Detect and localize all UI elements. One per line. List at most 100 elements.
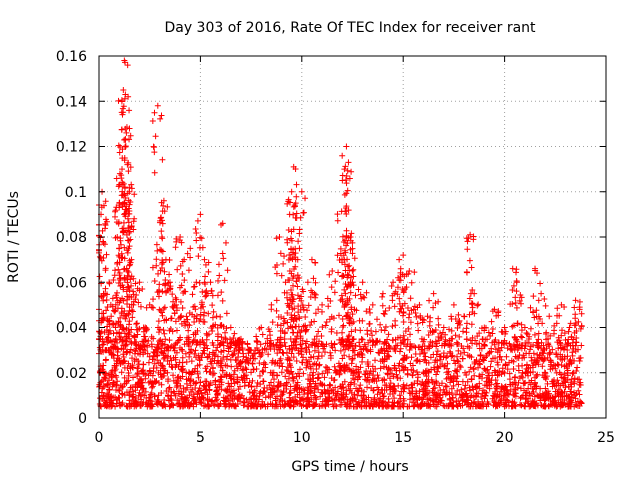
data-point xyxy=(418,402,425,409)
x-tick-label: 5 xyxy=(196,430,205,446)
data-point xyxy=(441,362,448,369)
data-point xyxy=(172,318,179,325)
data-point xyxy=(159,156,166,163)
data-point xyxy=(126,125,133,132)
data-point xyxy=(408,382,415,389)
data-point xyxy=(217,363,224,370)
data-point xyxy=(326,394,333,401)
data-point xyxy=(230,351,237,358)
data-point xyxy=(394,399,401,406)
data-point xyxy=(126,335,133,342)
data-point xyxy=(296,373,303,380)
data-point xyxy=(423,400,430,407)
data-point xyxy=(109,383,116,390)
data-point xyxy=(222,329,229,336)
data-point xyxy=(145,359,152,366)
data-point xyxy=(276,399,283,406)
data-point xyxy=(307,322,314,329)
data-point xyxy=(366,337,373,344)
data-point xyxy=(166,257,173,264)
data-point xyxy=(296,295,303,302)
data-point xyxy=(207,279,214,286)
data-point xyxy=(485,329,492,336)
data-point xyxy=(188,346,195,353)
data-point xyxy=(151,109,158,116)
data-point xyxy=(133,291,140,298)
data-point xyxy=(273,401,280,408)
data-point xyxy=(574,376,581,383)
data-point xyxy=(161,304,168,311)
data-point xyxy=(276,234,283,240)
y-tick-label: 0.02 xyxy=(56,366,87,382)
data-point xyxy=(293,338,300,345)
data-point xyxy=(401,384,408,391)
data-point xyxy=(156,338,163,345)
data-point xyxy=(215,277,222,284)
data-point xyxy=(100,290,107,297)
data-point xyxy=(502,383,509,390)
data-point xyxy=(98,310,105,317)
data-point xyxy=(307,293,314,300)
data-point xyxy=(281,318,288,325)
data-point xyxy=(573,339,580,346)
data-point xyxy=(219,297,226,304)
data-point xyxy=(257,381,264,388)
data-point xyxy=(481,341,488,348)
data-point xyxy=(117,241,124,248)
data-point xyxy=(564,369,571,376)
data-point xyxy=(166,271,173,278)
data-point xyxy=(356,339,363,346)
data-point xyxy=(116,272,123,279)
data-point xyxy=(119,146,126,153)
data-point xyxy=(396,398,403,405)
data-point xyxy=(192,331,199,338)
data-point xyxy=(212,394,219,401)
data-point xyxy=(409,381,416,388)
data-point xyxy=(268,379,275,386)
data-point xyxy=(396,256,403,263)
data-point xyxy=(164,358,171,365)
data-point xyxy=(339,324,346,331)
data-point xyxy=(180,388,187,395)
data-point xyxy=(396,392,403,399)
data-point xyxy=(230,334,237,341)
data-point xyxy=(476,403,483,410)
data-point xyxy=(148,304,155,311)
data-point xyxy=(391,303,398,310)
data-point xyxy=(209,365,216,372)
data-point xyxy=(204,354,211,361)
data-point xyxy=(155,329,162,336)
data-point xyxy=(163,316,170,323)
data-point xyxy=(174,397,181,404)
data-point xyxy=(209,323,216,330)
data-point xyxy=(175,390,182,397)
data-point xyxy=(242,365,249,372)
data-point xyxy=(424,313,431,320)
data-point xyxy=(120,192,127,199)
data-point xyxy=(343,362,350,368)
data-point xyxy=(338,396,345,403)
data-point xyxy=(476,345,483,352)
data-point xyxy=(132,402,139,409)
data-point xyxy=(118,126,125,133)
data-point xyxy=(195,253,202,260)
data-point xyxy=(192,306,199,313)
data-point xyxy=(116,202,123,209)
data-point xyxy=(455,319,462,326)
data-point xyxy=(501,324,508,331)
data-point xyxy=(121,308,128,315)
data-point xyxy=(261,401,268,408)
data-point xyxy=(530,360,537,367)
data-point xyxy=(414,304,421,311)
data-point xyxy=(542,376,549,383)
data-point xyxy=(393,371,400,378)
data-point xyxy=(434,357,441,364)
data-point xyxy=(284,319,291,326)
data-point xyxy=(288,246,295,253)
data-point xyxy=(348,230,355,237)
data-point xyxy=(430,304,437,311)
data-point xyxy=(158,199,165,206)
data-point xyxy=(528,354,535,361)
data-point xyxy=(131,350,138,357)
data-point xyxy=(178,312,185,319)
